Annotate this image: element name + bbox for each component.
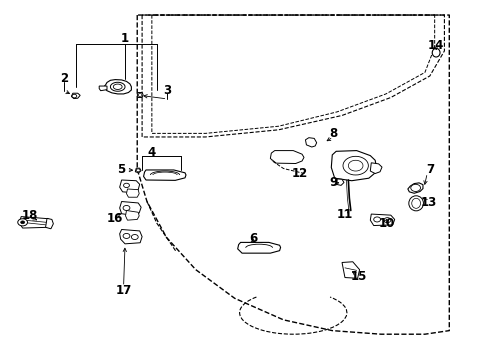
Text: 4: 4 bbox=[147, 145, 156, 158]
Text: 14: 14 bbox=[427, 39, 444, 52]
Circle shape bbox=[20, 221, 24, 224]
Text: 7: 7 bbox=[426, 163, 434, 176]
Text: 1: 1 bbox=[121, 32, 129, 45]
Polygon shape bbox=[369, 214, 394, 226]
Polygon shape bbox=[99, 86, 107, 91]
Ellipse shape bbox=[411, 198, 420, 208]
Text: 9: 9 bbox=[328, 176, 337, 189]
Ellipse shape bbox=[408, 196, 423, 211]
Polygon shape bbox=[71, 93, 80, 99]
Ellipse shape bbox=[410, 184, 420, 192]
Text: 15: 15 bbox=[350, 270, 366, 283]
Text: 10: 10 bbox=[378, 216, 394, 230]
Text: 5: 5 bbox=[117, 163, 125, 176]
Polygon shape bbox=[143, 170, 185, 180]
Text: 13: 13 bbox=[420, 196, 436, 209]
Polygon shape bbox=[104, 80, 131, 94]
Polygon shape bbox=[135, 168, 141, 173]
Polygon shape bbox=[270, 150, 304, 163]
Text: 18: 18 bbox=[22, 210, 38, 222]
Text: 2: 2 bbox=[60, 72, 68, 85]
Text: 12: 12 bbox=[291, 167, 307, 180]
Polygon shape bbox=[237, 242, 280, 253]
Text: 17: 17 bbox=[115, 284, 131, 297]
Polygon shape bbox=[330, 150, 375, 181]
Polygon shape bbox=[305, 138, 316, 147]
Polygon shape bbox=[125, 211, 139, 220]
Polygon shape bbox=[120, 180, 140, 193]
Text: 11: 11 bbox=[336, 208, 352, 221]
Text: 16: 16 bbox=[107, 212, 123, 225]
Polygon shape bbox=[120, 229, 142, 244]
Circle shape bbox=[18, 219, 27, 226]
Polygon shape bbox=[369, 163, 381, 174]
Polygon shape bbox=[19, 217, 50, 228]
Text: 8: 8 bbox=[328, 127, 337, 140]
Polygon shape bbox=[341, 262, 359, 278]
Polygon shape bbox=[126, 189, 139, 197]
Polygon shape bbox=[120, 202, 141, 215]
Polygon shape bbox=[407, 183, 422, 193]
Polygon shape bbox=[335, 179, 343, 185]
Ellipse shape bbox=[431, 48, 439, 57]
Polygon shape bbox=[137, 93, 143, 98]
Text: 3: 3 bbox=[163, 84, 171, 97]
Ellipse shape bbox=[138, 93, 142, 97]
Polygon shape bbox=[45, 219, 53, 229]
Text: 6: 6 bbox=[249, 231, 257, 244]
